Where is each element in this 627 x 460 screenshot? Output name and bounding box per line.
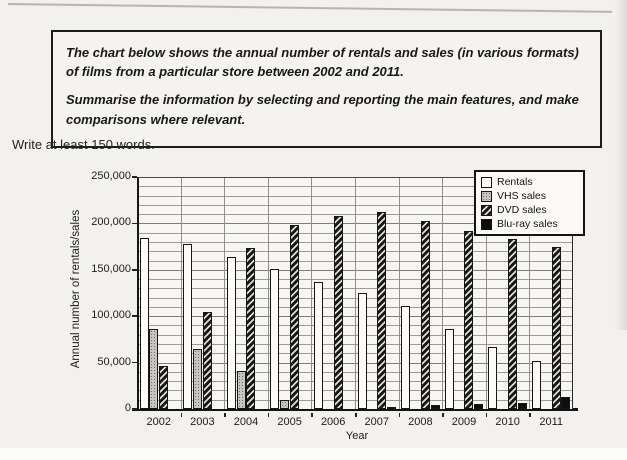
- bar-blu-ray-sales-2009: [474, 404, 484, 409]
- bar-dvd-sales-2008: [420, 220, 430, 409]
- gridline-vertical: [311, 177, 313, 409]
- legend-swatch-diagonal-hatch-icon: [481, 204, 492, 216]
- y-tick-label: 50,000: [97, 355, 131, 368]
- bar-dvd-sales-2010: [508, 239, 517, 409]
- bar-rentals-2007: [357, 293, 367, 409]
- task-prompt-box: The chart below shows the annual number …: [51, 30, 602, 148]
- legend-swatch-solid-black-icon: [481, 218, 492, 230]
- gridline-vertical: [224, 177, 226, 409]
- x-tick-label: 2004: [233, 416, 259, 428]
- legend-item: VHS sales: [481, 190, 578, 202]
- bar-rentals-2003: [183, 243, 193, 409]
- y-tick-label: 250,000: [91, 170, 131, 182]
- legend-label: DVD sales: [497, 204, 547, 216]
- legend-item: DVD sales: [481, 204, 578, 216]
- bar-dvd-sales-2003: [202, 312, 212, 409]
- gridline-vertical: [529, 177, 531, 409]
- legend-label: VHS sales: [497, 190, 547, 202]
- bar-rentals-2002: [139, 238, 149, 409]
- y-tick-label: 0: [124, 402, 131, 414]
- x-tick-mark: [529, 413, 531, 417]
- bar-blu-ray-sales-2010: [517, 402, 527, 409]
- bar-rentals-2006: [314, 281, 323, 409]
- gridline-vertical: [267, 177, 269, 409]
- bar-dvd-sales-2002: [159, 366, 169, 409]
- bar-rentals-2008: [401, 305, 411, 409]
- x-tick-mark: [442, 413, 444, 417]
- x-tick-label: 2007: [364, 416, 390, 428]
- plot-frame: [137, 177, 573, 409]
- bar-rentals-2004: [226, 256, 236, 409]
- y-tick-label: 200,000: [91, 216, 131, 229]
- gridline-vertical: [442, 177, 444, 409]
- x-tick-label: 2006: [320, 416, 346, 428]
- legend-label: Blu-ray sales: [497, 218, 558, 230]
- x-tick-label: 2008: [408, 416, 433, 428]
- y-tick-mark: [132, 176, 137, 178]
- gridline-vertical: [485, 177, 487, 409]
- y-tick-label: 150,000: [91, 262, 131, 275]
- scan-artifact-bottom-strip: [0, 448, 627, 460]
- bar-rentals-2011: [532, 360, 541, 409]
- x-tick-mark: [311, 413, 313, 417]
- legend-label: Rentals: [497, 176, 533, 188]
- x-tick-mark: [267, 413, 270, 417]
- legend-swatch-gray-stipple-icon: [481, 190, 492, 202]
- x-tick-mark: [224, 413, 226, 417]
- task-prompt-paragraph-1: The chart below shows the annual number …: [66, 45, 579, 80]
- scan-artifact-right-shade: [615, 0, 627, 330]
- x-axis-line: [132, 408, 578, 411]
- x-tick-mark: [398, 413, 401, 417]
- legend-item: Blu-ray sales: [481, 218, 578, 230]
- bar-dvd-sales-2011: [551, 246, 561, 409]
- bar-blu-ray-sales-2008: [430, 405, 440, 409]
- bar-blu-ray-sales-2007: [387, 407, 396, 410]
- word-count-instruction: Write at least 150 words.: [12, 137, 155, 152]
- bar-dvd-sales-2006: [333, 215, 343, 409]
- bar-vhs-sales-2002: [149, 329, 159, 409]
- bar-dvd-sales-2004: [246, 248, 256, 409]
- gridline-vertical: [180, 177, 182, 409]
- bar-dvd-sales-2009: [464, 230, 474, 409]
- y-tick-mark: [132, 222, 137, 225]
- legend: Rentals VHS sales DVD sales Blu-ray sales: [474, 170, 585, 236]
- x-tick-label: 2005: [277, 416, 302, 428]
- task-prompt-paragraph-2: Summarise the information by selecting a…: [66, 92, 579, 127]
- y-tick-mark: [132, 408, 137, 410]
- x-tick-mark: [180, 413, 183, 417]
- y-axis-title: Annual number of rentals/sales: [70, 209, 82, 369]
- x-axis-title: Year: [345, 430, 369, 442]
- y-tick-mark: [132, 361, 137, 364]
- x-tick-label: 2002: [146, 416, 172, 428]
- x-tick-mark: [485, 413, 488, 417]
- x-tick-label: 2011: [539, 416, 564, 428]
- x-tick-label: 2010: [495, 416, 520, 428]
- y-tick-mark: [132, 269, 137, 271]
- y-tick-label: 100,000: [91, 309, 131, 322]
- legend-item: Rentals: [481, 176, 578, 188]
- legend-swatch-white-icon: [481, 176, 492, 188]
- bar-rentals-2010: [488, 346, 498, 409]
- bar-dvd-sales-2005: [290, 225, 299, 409]
- gridline-vertical: [398, 177, 400, 409]
- bar-blu-ray-sales-2011: [561, 396, 571, 409]
- bar-vhs-sales-2004: [236, 370, 246, 409]
- y-tick-mark: [132, 315, 137, 317]
- bar-rentals-2005: [270, 268, 280, 409]
- bar-vhs-sales-2003: [193, 348, 202, 409]
- gridline-vertical: [355, 177, 356, 409]
- bar-vhs-sales-2005: [280, 399, 290, 409]
- x-tick-label: 2003: [190, 416, 215, 428]
- x-tick-label: 2009: [451, 416, 477, 428]
- bar-rentals-2009: [444, 329, 454, 409]
- bar-dvd-sales-2007: [377, 212, 387, 409]
- x-tick-mark: [355, 413, 357, 417]
